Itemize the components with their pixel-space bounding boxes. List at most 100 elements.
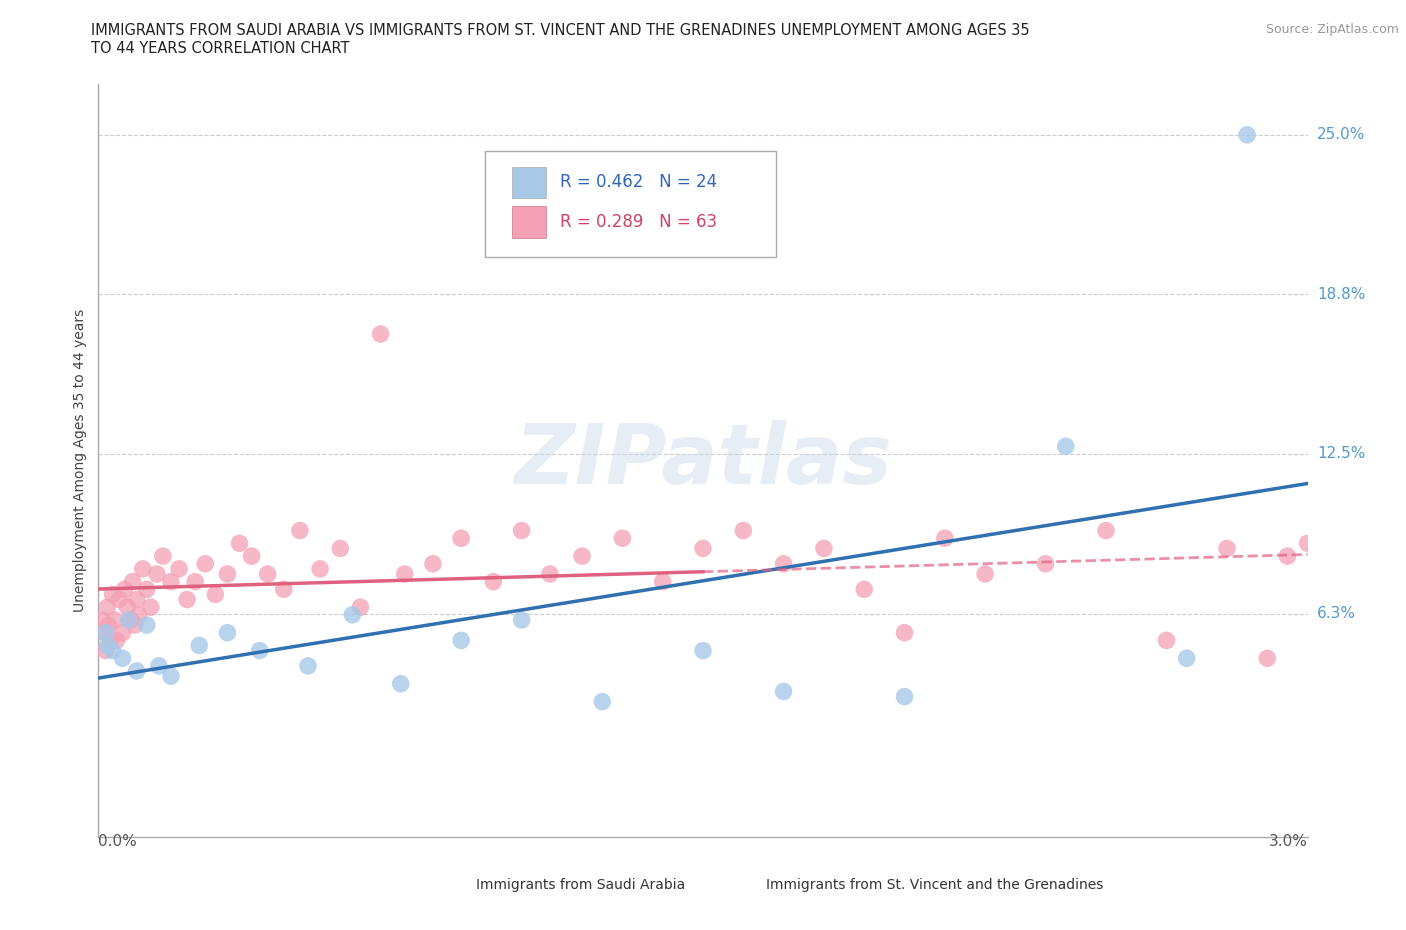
Point (240, 549, 263, 564)
Point (692, 644, 714, 658)
Point (482, 574, 505, 589)
Y-axis label: Unemployment Among Ages 35 to 44 years: Unemployment Among Ages 35 to 44 years (73, 309, 87, 612)
Text: 18.8%: 18.8% (1317, 286, 1365, 302)
Point (94, 625, 117, 640)
Point (612, 531, 634, 546)
Point (108, 592, 131, 607)
FancyBboxPatch shape (727, 877, 754, 894)
Point (176, 592, 198, 607)
Point (101, 587, 124, 602)
Point (249, 644, 271, 658)
Point (117, 600, 139, 615)
Text: R = 0.289   N = 63: R = 0.289 N = 63 (561, 213, 717, 232)
Point (692, 541, 714, 556)
Text: IMMIGRANTS FROM SAUDI ARABIA VS IMMIGRANTS FROM ST. VINCENT AND THE GRENADINES U: IMMIGRANTS FROM SAUDI ARABIA VS IMMIGRAN… (91, 23, 1031, 56)
Point (93, 625, 115, 640)
Point (1035, 556, 1057, 571)
Point (591, 694, 613, 709)
Point (91, 613, 114, 628)
Point (194, 556, 217, 571)
Point (139, 600, 162, 615)
Point (772, 684, 794, 698)
Point (125, 664, 148, 679)
Point (135, 582, 157, 597)
Point (422, 556, 444, 571)
Text: R = 0.462   N = 24: R = 0.462 N = 24 (561, 173, 717, 192)
Text: Immigrants from St. Vincent and the Grenadines: Immigrants from St. Vincent and the Gren… (766, 878, 1104, 892)
Text: Source: ZipAtlas.com: Source: ZipAtlas.com (1265, 23, 1399, 36)
Point (1236, 127, 1258, 142)
Point (813, 541, 835, 556)
Point (132, 562, 155, 577)
Point (97, 618, 120, 632)
Point (105, 633, 128, 648)
Point (118, 613, 141, 628)
Point (273, 582, 295, 597)
FancyBboxPatch shape (437, 877, 464, 894)
Point (128, 607, 150, 622)
Point (510, 524, 533, 538)
Point (167, 562, 190, 577)
Point (651, 574, 673, 589)
Point (148, 658, 170, 673)
Point (394, 566, 416, 581)
Point (160, 669, 183, 684)
Point (217, 625, 239, 640)
Point (135, 618, 157, 632)
Text: 3.0%: 3.0% (1268, 834, 1308, 849)
Point (329, 541, 352, 556)
Point (450, 531, 472, 546)
Point (349, 600, 371, 615)
Point (1277, 549, 1299, 564)
Point (342, 607, 364, 622)
Point (184, 574, 207, 589)
Point (510, 613, 533, 628)
Text: 12.5%: 12.5% (1317, 446, 1365, 461)
Point (309, 562, 332, 577)
Point (1256, 651, 1278, 666)
Point (152, 549, 174, 564)
Point (96, 600, 118, 615)
FancyBboxPatch shape (485, 152, 776, 257)
Point (1156, 633, 1178, 648)
Point (103, 613, 125, 628)
Point (111, 625, 134, 640)
Point (101, 644, 124, 658)
Point (160, 574, 183, 589)
Point (188, 638, 211, 653)
Text: ZIPatlas: ZIPatlas (515, 419, 891, 501)
Point (934, 531, 956, 546)
Point (538, 566, 561, 581)
Text: Immigrants from Saudi Arabia: Immigrants from Saudi Arabia (475, 878, 685, 892)
Point (228, 536, 250, 551)
Point (370, 326, 392, 341)
Text: 0.0%: 0.0% (98, 834, 138, 849)
Point (125, 592, 148, 607)
Point (124, 618, 146, 632)
Point (1054, 439, 1077, 454)
Point (100, 633, 122, 648)
Point (94, 644, 117, 658)
Point (772, 556, 794, 571)
Text: 6.3%: 6.3% (1317, 606, 1357, 621)
Point (256, 566, 278, 581)
Point (893, 689, 915, 704)
Point (733, 524, 755, 538)
Point (204, 587, 226, 602)
Point (853, 582, 876, 597)
FancyBboxPatch shape (512, 206, 546, 238)
Point (450, 633, 472, 648)
Point (111, 651, 134, 666)
Point (121, 574, 143, 589)
Point (893, 625, 915, 640)
Point (1175, 651, 1198, 666)
Point (389, 676, 412, 691)
Point (974, 566, 997, 581)
Point (288, 524, 311, 538)
Point (1296, 536, 1319, 551)
Point (96, 638, 118, 653)
FancyBboxPatch shape (512, 166, 546, 198)
Text: 25.0%: 25.0% (1317, 127, 1365, 142)
Point (114, 582, 136, 597)
Point (571, 549, 593, 564)
